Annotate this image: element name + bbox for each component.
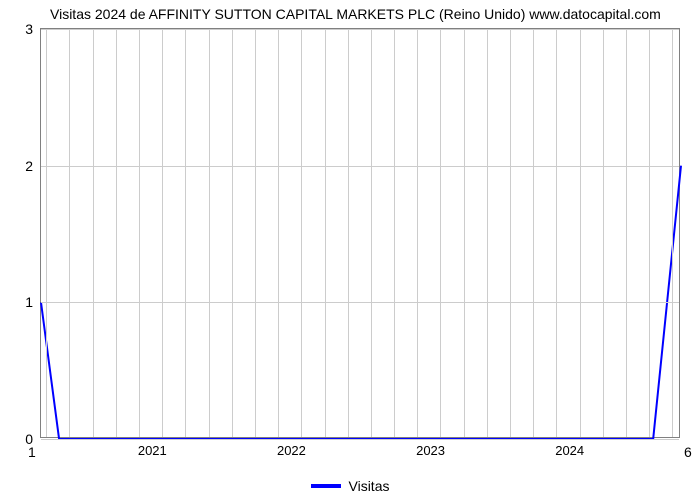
grid-vertical <box>556 29 557 437</box>
axis-corner-label-right: 6 <box>684 444 692 460</box>
grid-vertical <box>371 29 372 437</box>
plot-area: 01232021202220232024 <box>40 28 680 438</box>
grid-vertical <box>232 29 233 437</box>
grid-vertical <box>580 29 581 437</box>
x-tick-label: 2023 <box>416 443 445 458</box>
grid-vertical <box>185 29 186 437</box>
grid-vertical <box>510 29 511 437</box>
legend-label: Visitas <box>349 478 390 494</box>
legend-swatch <box>311 484 341 488</box>
legend: Visitas <box>0 478 700 494</box>
grid-horizontal <box>41 302 679 303</box>
grid-vertical <box>672 29 673 437</box>
y-tick-label: 3 <box>25 21 33 37</box>
chart-title: Visitas 2024 de AFFINITY SUTTON CAPITAL … <box>50 6 690 22</box>
x-tick-label: 2021 <box>138 443 167 458</box>
grid-vertical <box>626 29 627 437</box>
grid-horizontal <box>41 166 679 167</box>
x-tick-label: 2024 <box>555 443 584 458</box>
grid-horizontal <box>41 439 679 440</box>
grid-vertical <box>162 29 163 437</box>
grid-vertical <box>139 29 140 437</box>
grid-vertical <box>603 29 604 437</box>
grid-vertical <box>348 29 349 437</box>
grid-vertical <box>394 29 395 437</box>
chart-container: Visitas 2024 de AFFINITY SUTTON CAPITAL … <box>0 0 700 500</box>
grid-vertical <box>69 29 70 437</box>
grid-vertical <box>301 29 302 437</box>
grid-vertical <box>325 29 326 437</box>
x-tick-label: 2022 <box>277 443 306 458</box>
grid-vertical <box>278 29 279 437</box>
grid-vertical <box>417 29 418 437</box>
grid-vertical <box>487 29 488 437</box>
grid-vertical <box>209 29 210 437</box>
grid-vertical <box>464 29 465 437</box>
grid-vertical <box>533 29 534 437</box>
grid-vertical <box>93 29 94 437</box>
line-series <box>41 29 681 439</box>
grid-vertical <box>649 29 650 437</box>
grid-horizontal <box>41 29 679 30</box>
y-tick-label: 2 <box>25 158 33 174</box>
grid-vertical <box>255 29 256 437</box>
grid-vertical <box>440 29 441 437</box>
grid-vertical <box>46 29 47 437</box>
y-tick-label: 1 <box>25 294 33 310</box>
grid-vertical <box>116 29 117 437</box>
axis-corner-label-left: 1 <box>28 444 36 460</box>
